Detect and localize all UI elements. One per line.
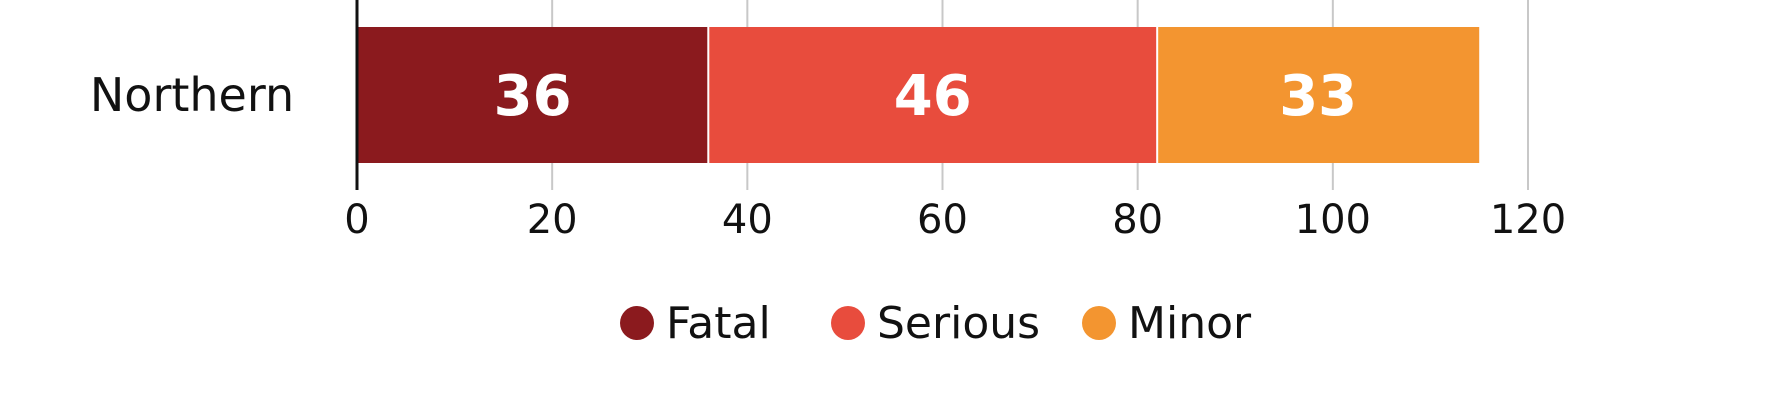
legend-swatch-fatal — [620, 306, 654, 340]
bar-serious — [708, 27, 1158, 163]
bar-labels: 36 46 33 — [494, 64, 1357, 129]
x-tick-label: 80 — [1112, 197, 1163, 243]
legend-swatch-serious — [831, 306, 865, 340]
legend: Fatal Serious Minor — [620, 298, 1252, 349]
data-label-serious: 46 — [894, 64, 972, 129]
x-tick-label: 20 — [527, 197, 578, 243]
x-tick-label: 120 — [1490, 197, 1566, 243]
legend-label-serious: Serious — [877, 298, 1040, 349]
x-tick-label: 60 — [917, 197, 968, 243]
legend-swatch-minor — [1082, 306, 1116, 340]
category-label: Northern — [90, 68, 294, 122]
x-tick-label: 100 — [1295, 197, 1371, 243]
x-tick-label: 40 — [722, 197, 773, 243]
x-axis-ticks: 0 20 40 60 80 100 120 — [344, 197, 1566, 243]
bars — [357, 27, 1480, 163]
x-tick-label: 0 — [344, 197, 369, 243]
bar-fatal — [357, 27, 709, 163]
category-labels: Northern — [90, 68, 294, 122]
legend-label-minor: Minor — [1128, 298, 1252, 349]
data-label-fatal: 36 — [494, 64, 572, 129]
data-label-minor: 33 — [1279, 64, 1357, 129]
bar-minor — [1157, 27, 1480, 163]
legend-label-fatal: Fatal — [666, 298, 771, 349]
